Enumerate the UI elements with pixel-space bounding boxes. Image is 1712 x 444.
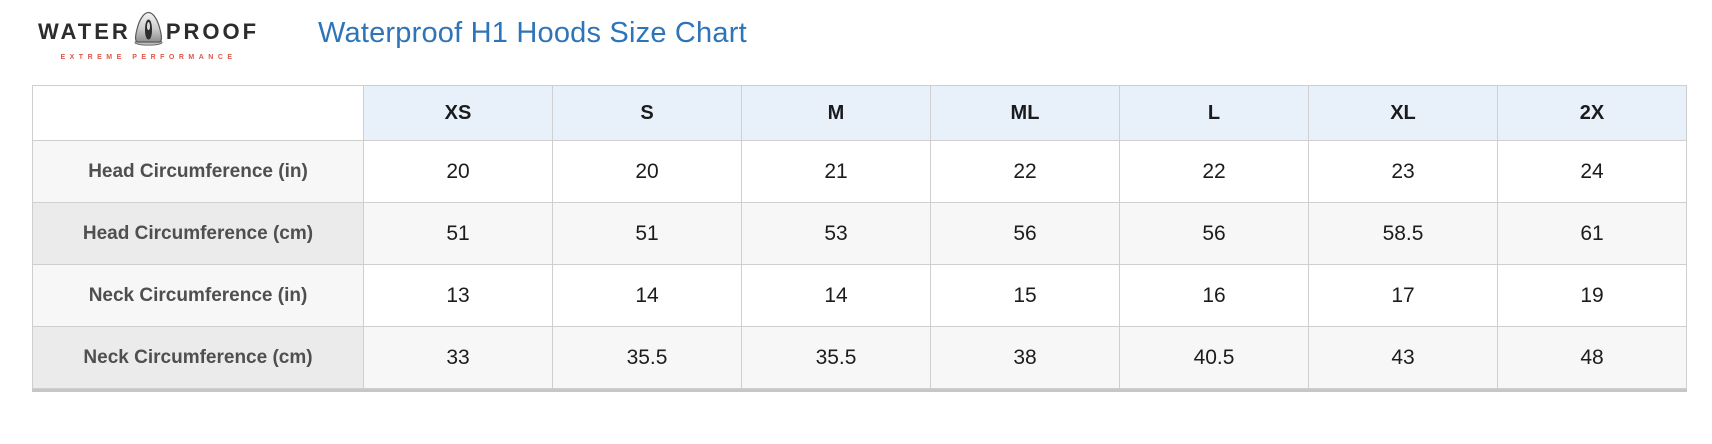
- size-value-cell: 56: [1119, 202, 1309, 265]
- size-value-cell: 17: [1308, 264, 1498, 327]
- size-value-cell: 53: [741, 202, 931, 265]
- size-value-cell: 38: [930, 326, 1120, 389]
- row-label: Head Circumference (cm): [32, 202, 364, 265]
- size-value-cell: 15: [930, 264, 1120, 327]
- size-value-cell: 14: [741, 264, 931, 327]
- size-value-cell: 35.5: [741, 326, 931, 389]
- size-value-cell: 23: [1308, 140, 1498, 203]
- size-value-cell: 21: [741, 140, 931, 203]
- row-label: Neck Circumference (cm): [32, 326, 364, 389]
- size-value-cell: 51: [552, 202, 742, 265]
- size-value-cell: 58.5: [1308, 202, 1498, 265]
- size-value-cell: 13: [363, 264, 553, 327]
- size-value-cell: 33: [363, 326, 553, 389]
- size-value-cell: 22: [930, 140, 1120, 203]
- size-value-cell: 61: [1497, 202, 1687, 265]
- table-row-head-cm: Head Circumference (cm) 51 51 53 56 56 5…: [32, 202, 1687, 265]
- logo-tagline: EXTREME PERFORMANCE: [60, 54, 237, 61]
- size-value-cell: 40.5: [1119, 326, 1309, 389]
- size-column-header-xs: XS: [363, 85, 553, 141]
- size-column-header-m: M: [741, 85, 931, 141]
- size-column-header-l: L: [1119, 85, 1309, 141]
- size-chart-table: XS S M ML L XL 2X Head Circumference (in…: [32, 85, 1687, 389]
- size-value-cell: 22: [1119, 140, 1309, 203]
- size-value-cell: 56: [930, 202, 1120, 265]
- logo-word-proof: PROOF: [165, 18, 260, 44]
- page-title: Waterproof H1 Hoods Size Chart: [318, 17, 747, 49]
- size-column-header-2x: 2X: [1497, 85, 1687, 141]
- size-value-cell: 48: [1497, 326, 1687, 389]
- logo-word-water: WATER: [38, 18, 131, 44]
- row-label: Neck Circumference (in): [32, 264, 364, 327]
- size-value-cell: 20: [363, 140, 553, 203]
- waterproof-logo: WATER PROOF EXTREME PERFORMANCE: [38, 11, 259, 61]
- size-value-cell: 51: [363, 202, 553, 265]
- table-row-neck-in: Neck Circumference (in) 13 14 14 15 16 1…: [32, 264, 1687, 327]
- hooded-diver-icon: [133, 11, 164, 52]
- size-value-cell: 24: [1497, 140, 1687, 203]
- size-value-cell: 20: [552, 140, 742, 203]
- row-label: Head Circumference (in): [32, 140, 364, 203]
- size-column-header-s: S: [552, 85, 742, 141]
- size-value-cell: 43: [1308, 326, 1498, 389]
- size-column-header-ml: ML: [930, 85, 1120, 141]
- table-row-neck-cm: Neck Circumference (cm) 33 35.5 35.5 38 …: [32, 326, 1687, 389]
- size-chart-container: XS S M ML L XL 2X Head Circumference (in…: [32, 85, 1687, 389]
- corner-cell: [32, 85, 364, 141]
- size-value-cell: 14: [552, 264, 742, 327]
- size-value-cell: 35.5: [552, 326, 742, 389]
- table-header-row: XS S M ML L XL 2X: [32, 85, 1687, 141]
- size-value-cell: 19: [1497, 264, 1687, 327]
- table-row-head-in: Head Circumference (in) 20 20 21 22 22 2…: [32, 140, 1687, 203]
- size-value-cell: 16: [1119, 264, 1309, 327]
- size-column-header-xl: XL: [1308, 85, 1498, 141]
